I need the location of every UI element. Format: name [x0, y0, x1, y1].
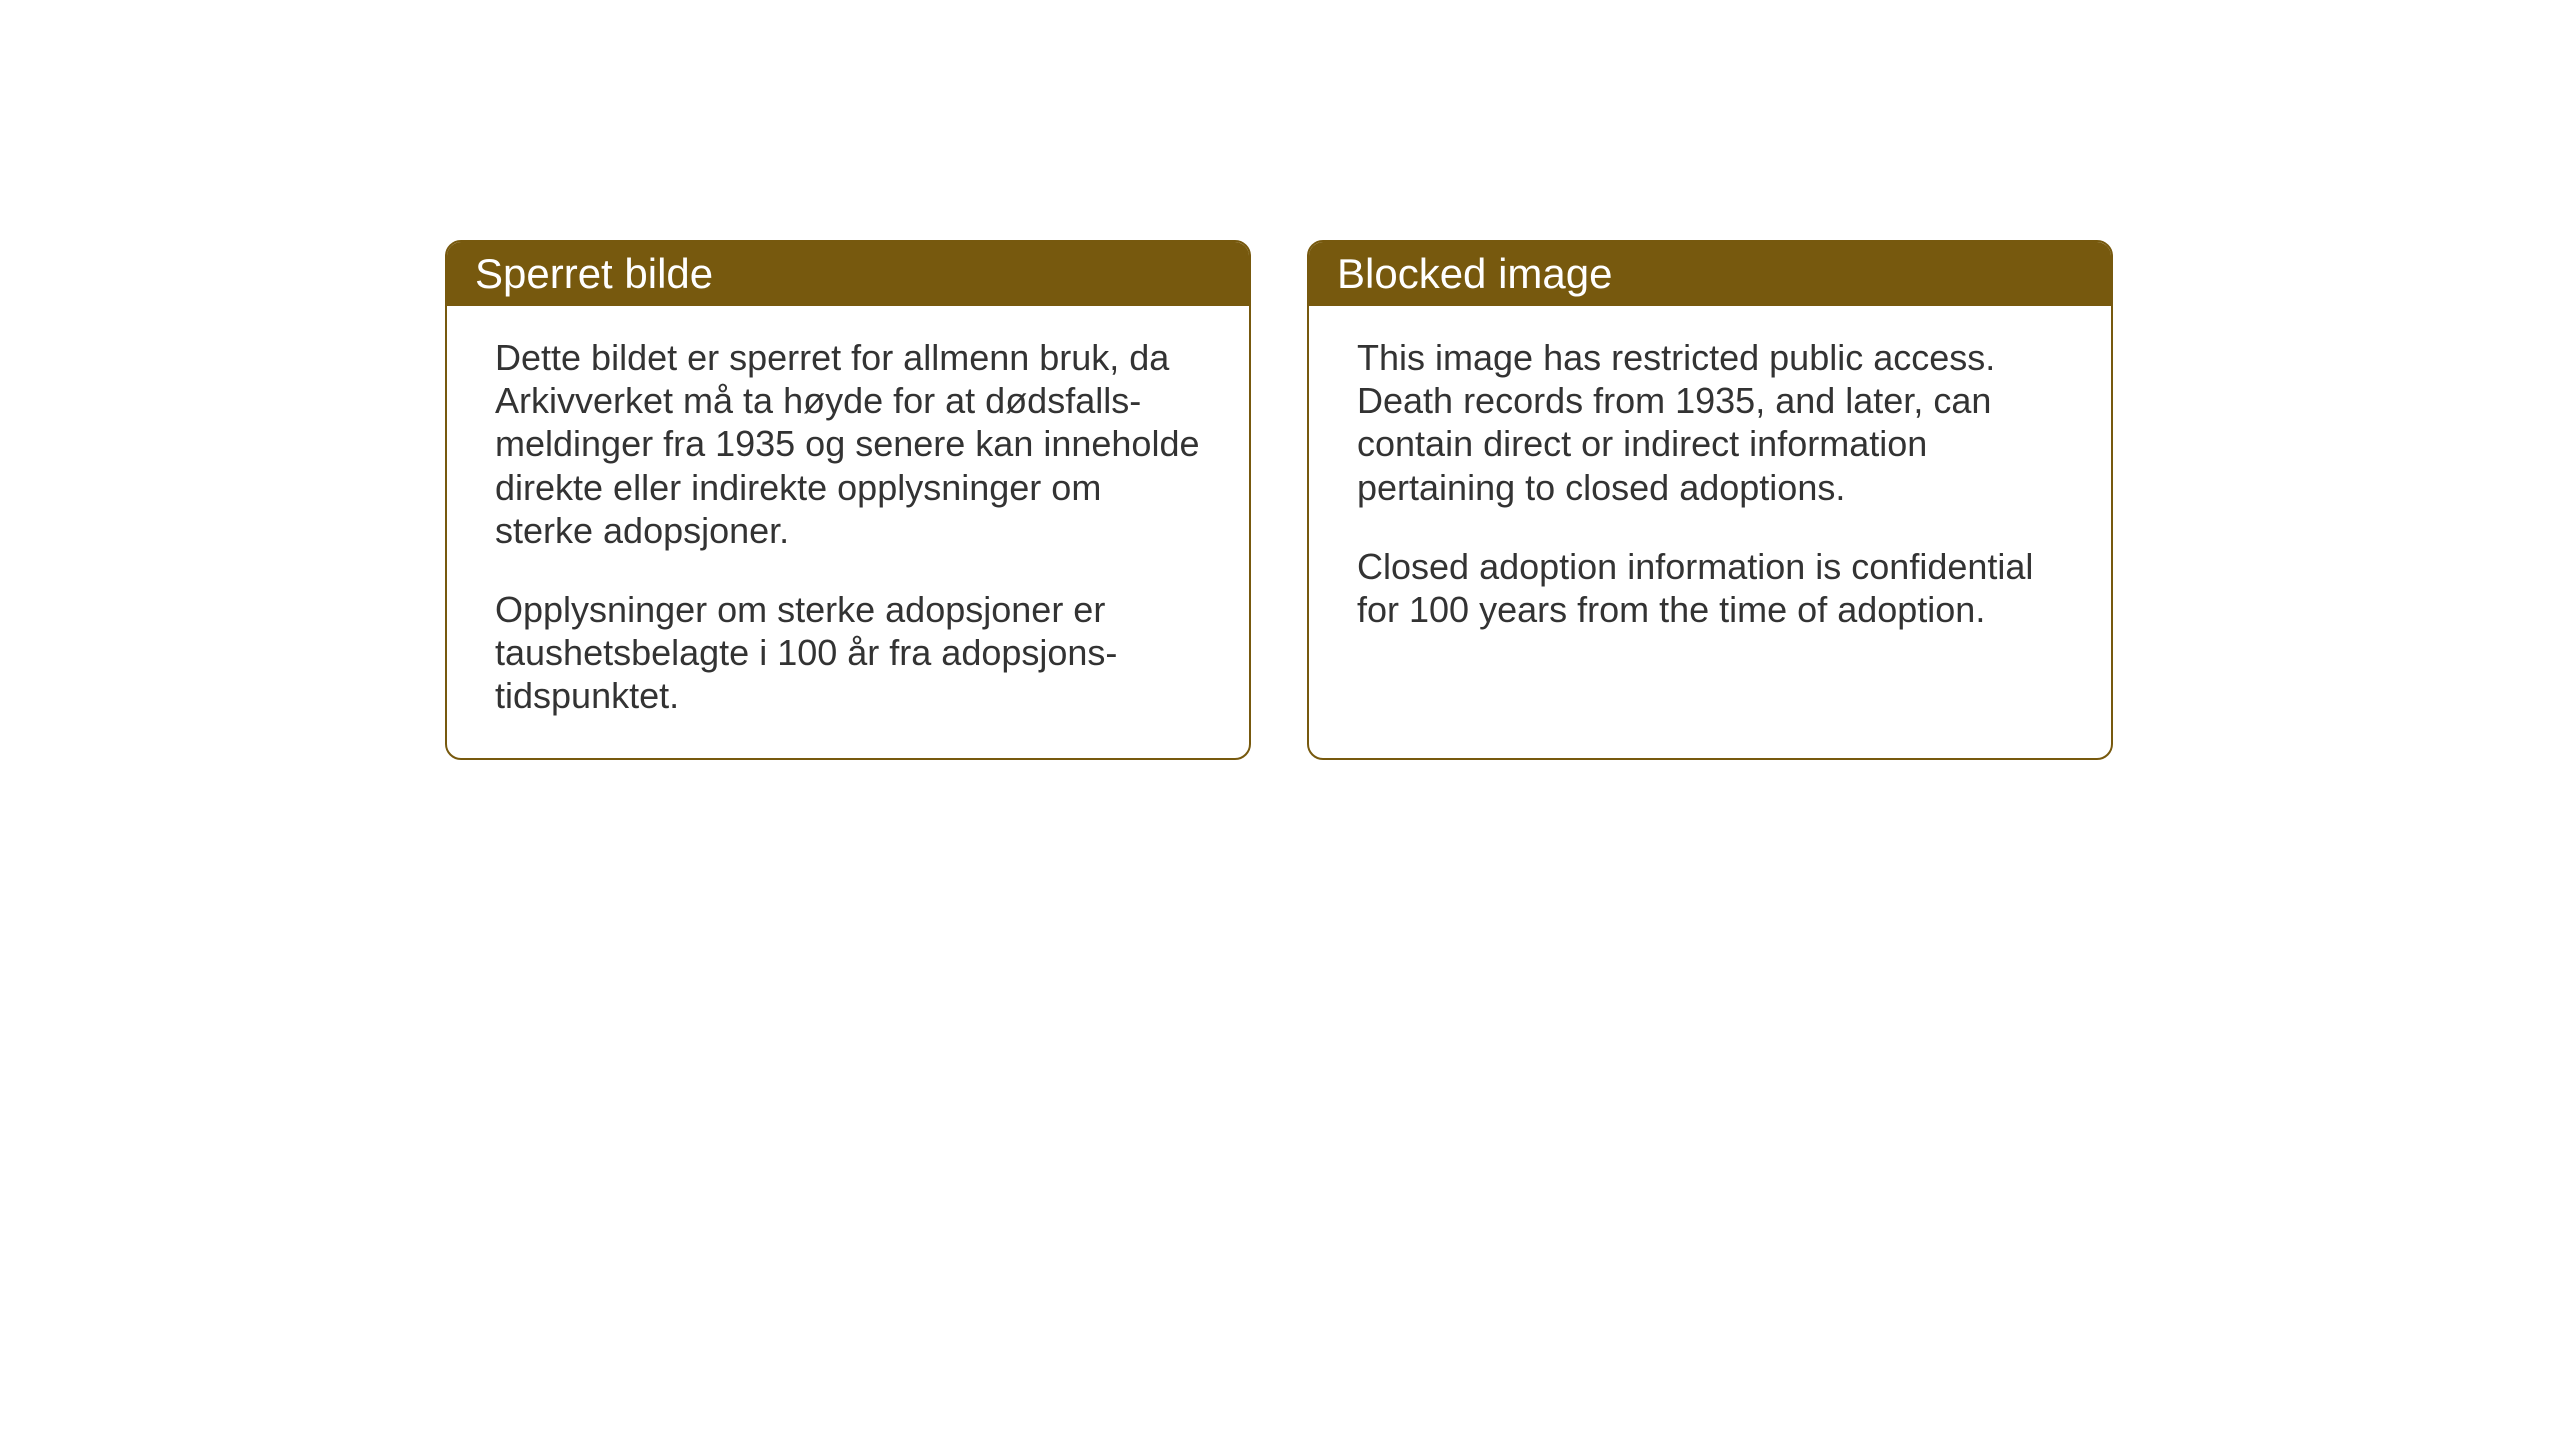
card-body-english: This image has restricted public access.… — [1309, 306, 2111, 671]
card-header-norwegian: Sperret bilde — [447, 242, 1249, 306]
card-paragraph-2-norwegian: Opplysninger om sterke adopsjoner er tau… — [495, 588, 1201, 718]
notice-cards-container: Sperret bilde Dette bildet er sperret fo… — [445, 240, 2113, 760]
card-paragraph-1-norwegian: Dette bildet er sperret for allmenn bruk… — [495, 336, 1201, 552]
notice-card-english: Blocked image This image has restricted … — [1307, 240, 2113, 760]
notice-card-norwegian: Sperret bilde Dette bildet er sperret fo… — [445, 240, 1251, 760]
card-title-english: Blocked image — [1337, 250, 1612, 297]
card-paragraph-2-english: Closed adoption information is confident… — [1357, 545, 2063, 631]
card-title-norwegian: Sperret bilde — [475, 250, 713, 297]
card-paragraph-1-english: This image has restricted public access.… — [1357, 336, 2063, 509]
card-body-norwegian: Dette bildet er sperret for allmenn bruk… — [447, 306, 1249, 758]
card-header-english: Blocked image — [1309, 242, 2111, 306]
